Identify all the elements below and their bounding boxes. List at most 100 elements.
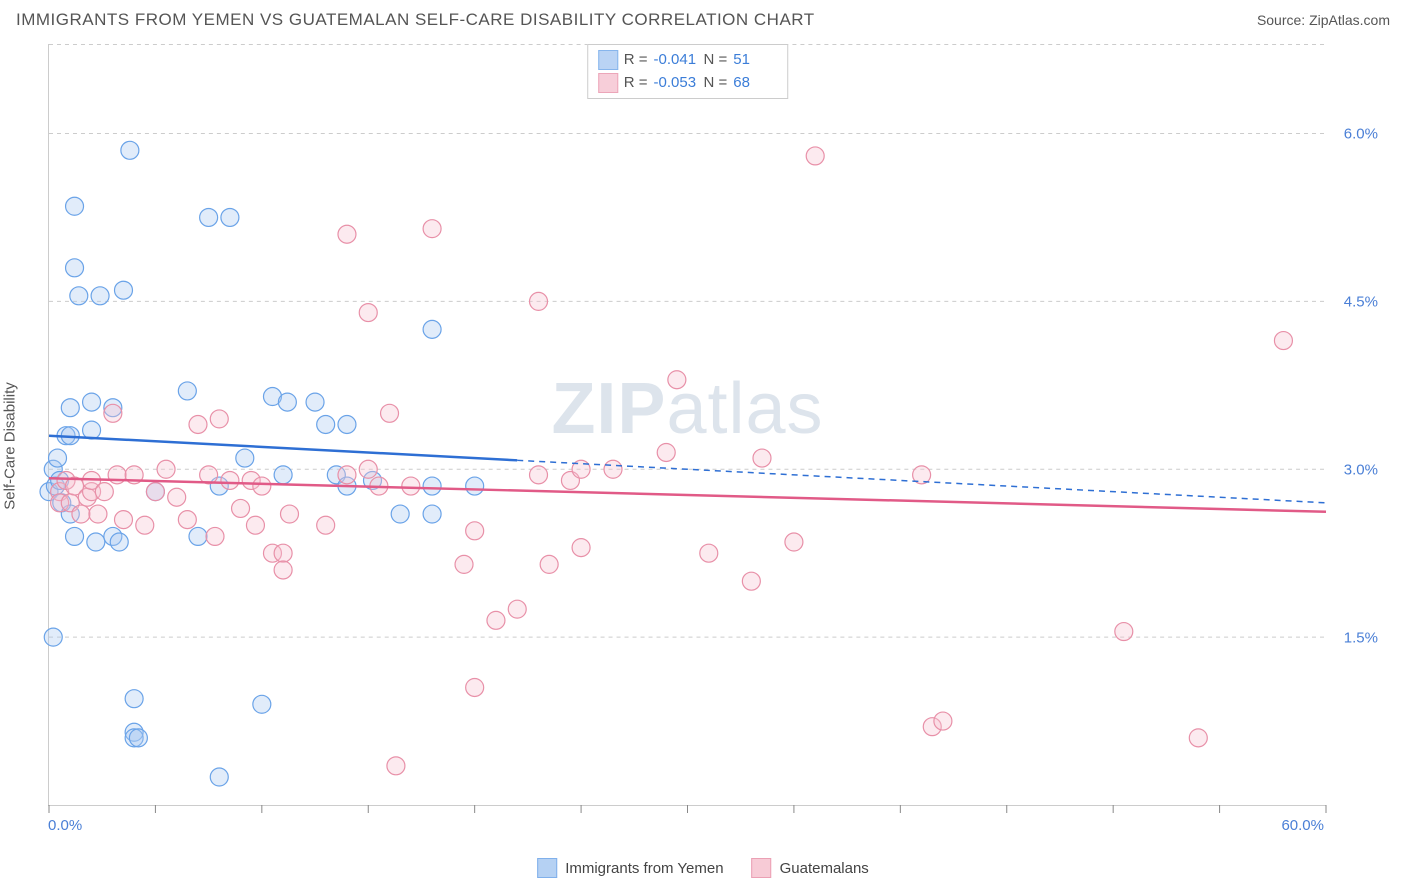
- scatter-point: [274, 466, 292, 484]
- chart-title: IMMIGRANTS FROM YEMEN VS GUATEMALAN SELF…: [16, 10, 815, 30]
- scatter-point: [274, 544, 292, 562]
- scatter-point: [278, 393, 296, 411]
- scatter-point: [359, 304, 377, 322]
- scatter-point: [785, 533, 803, 551]
- scatter-point: [466, 522, 484, 540]
- stat-legend: R =-0.041N =51R = -0.053 N =68: [587, 44, 789, 99]
- scatter-point: [338, 225, 356, 243]
- scatter-point: [157, 460, 175, 478]
- scatter-point: [178, 511, 196, 529]
- y-axis-title: Self-Care Disability: [2, 382, 19, 510]
- scatter-point: [136, 516, 154, 534]
- legend-swatch: [537, 858, 557, 878]
- scatter-point: [455, 555, 473, 573]
- scatter-point: [253, 695, 271, 713]
- scatter-point: [66, 259, 84, 277]
- scatter-point: [359, 460, 377, 478]
- scatter-point: [466, 679, 484, 697]
- scatter-point: [423, 320, 441, 338]
- scatter-point: [221, 471, 239, 489]
- x-axis-start-label: 0.0%: [48, 817, 82, 834]
- scatter-point: [168, 488, 186, 506]
- scatter-point: [317, 416, 335, 434]
- scatter-point: [572, 539, 590, 557]
- y-tick-label: 4.5%: [1344, 293, 1378, 310]
- scatter-point: [391, 505, 409, 523]
- scatter-point: [95, 483, 113, 501]
- scatter-point: [668, 371, 686, 389]
- scatter-point: [206, 527, 224, 545]
- legend-label: Guatemalans: [780, 860, 869, 877]
- scatter-point: [423, 505, 441, 523]
- legend-swatch: [598, 73, 618, 93]
- scatter-point: [114, 511, 132, 529]
- stat-legend-row: R =-0.041N =51: [598, 49, 778, 72]
- scatter-point: [44, 628, 62, 646]
- scatter-point: [338, 466, 356, 484]
- scatter-point: [114, 281, 132, 299]
- scatter-point: [89, 505, 107, 523]
- scatter-point: [1115, 623, 1133, 641]
- stat-legend-row: R =-0.053N =68: [598, 72, 778, 95]
- trend-line: [49, 436, 517, 461]
- scatter-point: [700, 544, 718, 562]
- scatter-point: [178, 382, 196, 400]
- scatter-point: [281, 505, 299, 523]
- scatter-point: [508, 600, 526, 618]
- legend-label: Immigrants from Yemen: [565, 860, 723, 877]
- scatter-point: [402, 477, 420, 495]
- scatter-point: [742, 572, 760, 590]
- scatter-point: [753, 449, 771, 467]
- scatter-point: [61, 399, 79, 417]
- scatter-point: [1189, 729, 1207, 747]
- scatter-point: [657, 443, 675, 461]
- scatter-point: [200, 208, 218, 226]
- scatter-point: [806, 147, 824, 165]
- r-label: R =: [624, 72, 648, 95]
- scatter-point: [274, 561, 292, 579]
- n-value: 51: [733, 49, 777, 72]
- scatter-point: [66, 527, 84, 545]
- y-tick-label: 3.0%: [1344, 461, 1378, 478]
- y-tick-label: 1.5%: [1344, 629, 1378, 646]
- legend-swatch: [752, 858, 772, 878]
- scatter-point: [91, 287, 109, 305]
- scatter-point: [70, 287, 88, 305]
- scatter-point: [232, 499, 250, 517]
- scatter-point: [83, 393, 101, 411]
- source-label: Source:: [1257, 12, 1309, 28]
- x-axis-end-label: 60.0%: [1281, 817, 1324, 834]
- scatter-point: [381, 404, 399, 422]
- series-legend: Immigrants from Yemen Guatemalans: [537, 858, 869, 878]
- scatter-point: [221, 208, 239, 226]
- scatter-point: [125, 690, 143, 708]
- scatter-point: [540, 555, 558, 573]
- legend-item: Guatemalans: [752, 858, 869, 878]
- r-value: -0.053: [654, 72, 698, 95]
- scatter-point: [1274, 332, 1292, 350]
- scatter-point: [210, 768, 228, 786]
- scatter-point: [466, 477, 484, 495]
- scatter-point: [423, 477, 441, 495]
- scatter-point: [317, 516, 335, 534]
- y-tick-label: 6.0%: [1344, 125, 1378, 142]
- plot-area: ZIPatlas R =-0.041N =51R =-0.053N =68: [48, 44, 1326, 806]
- scatter-point: [189, 527, 207, 545]
- scatter-point: [604, 460, 622, 478]
- scatter-point: [104, 404, 122, 422]
- scatter-point: [306, 393, 324, 411]
- scatter-point: [49, 449, 67, 467]
- scatter-point: [146, 483, 164, 501]
- scatter-point: [110, 533, 128, 551]
- chart-container: ZIPatlas R =-0.041N =51R =-0.053N =68 1.…: [48, 44, 1386, 836]
- scatter-point: [253, 477, 271, 495]
- scatter-point: [246, 516, 264, 534]
- scatter-point: [530, 292, 548, 310]
- scatter-point: [121, 141, 139, 159]
- scatter-point: [530, 466, 548, 484]
- scatter-point: [189, 416, 207, 434]
- source-value: ZipAtlas.com: [1309, 12, 1390, 28]
- n-label: N =: [704, 49, 728, 72]
- n-value: 68: [733, 72, 777, 95]
- legend-swatch: [598, 50, 618, 70]
